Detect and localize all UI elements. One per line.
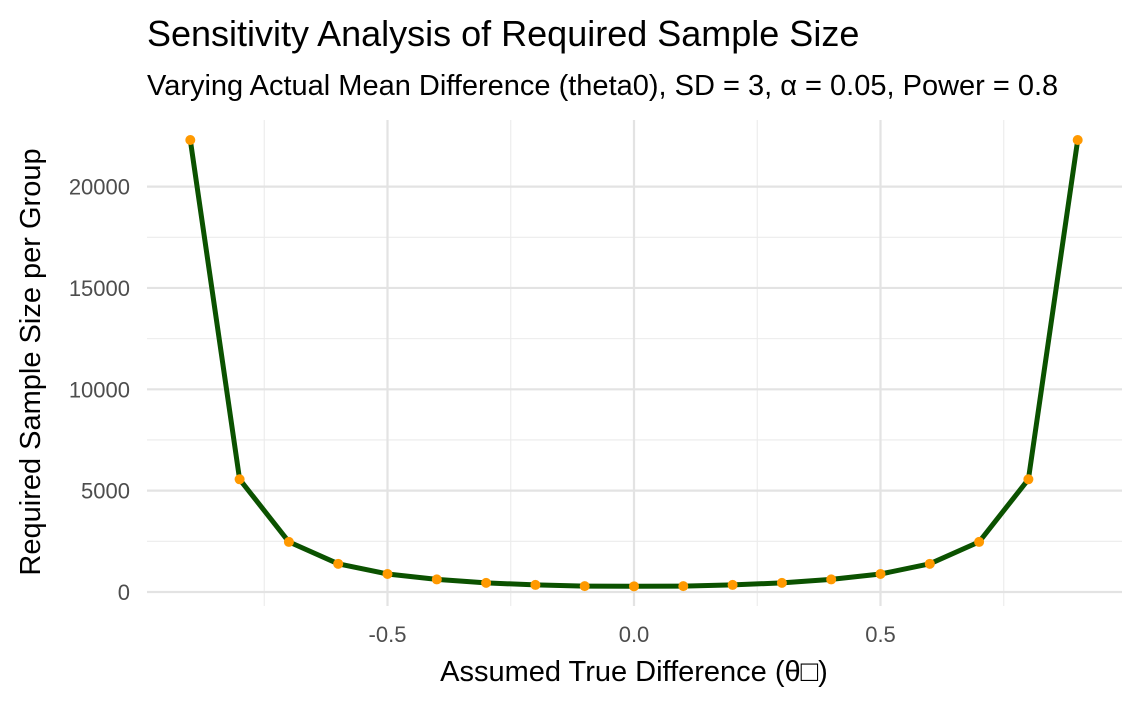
y-tick-label: 15000 [69, 276, 130, 301]
chart-subtitle: Varying Actual Mean Difference (theta0),… [147, 70, 1058, 102]
data-point [974, 536, 985, 547]
data-point [727, 579, 738, 590]
y-axis-title: Required Sample Size per Group [15, 148, 47, 575]
x-axis-title: Assumed True Difference (θ□) [440, 656, 828, 688]
data-point [678, 581, 689, 592]
data-point [530, 579, 541, 590]
y-tick-label: 10000 [69, 377, 130, 402]
grid [147, 120, 1122, 606]
data-point [185, 134, 196, 145]
data-point [776, 577, 787, 588]
y-tick-label: 0 [118, 580, 130, 605]
data-point [382, 568, 393, 579]
data-point [875, 568, 886, 579]
y-tick-label: 5000 [81, 479, 130, 504]
x-tick-label: 0.0 [619, 622, 650, 647]
data-point [579, 581, 590, 592]
data-point [629, 581, 639, 592]
data-point [431, 574, 442, 585]
data-point [333, 558, 344, 569]
x-tick-label: 0.5 [865, 622, 896, 647]
data-point [924, 558, 935, 569]
data-point [826, 574, 837, 585]
data-point [1072, 134, 1083, 145]
data-point [1023, 474, 1034, 485]
x-tick-label: -0.5 [369, 622, 407, 647]
y-axis: 0 5000 10000 15000 20000 [69, 175, 130, 605]
series [185, 134, 1083, 592]
x-axis: -0.5 0.0 0.5 [369, 622, 896, 647]
y-tick-label: 20000 [69, 175, 130, 200]
data-point [234, 474, 245, 485]
data-point [283, 536, 294, 547]
chart-title: Sensitivity Analysis of Required Sample … [147, 13, 859, 54]
data-point [481, 577, 492, 588]
